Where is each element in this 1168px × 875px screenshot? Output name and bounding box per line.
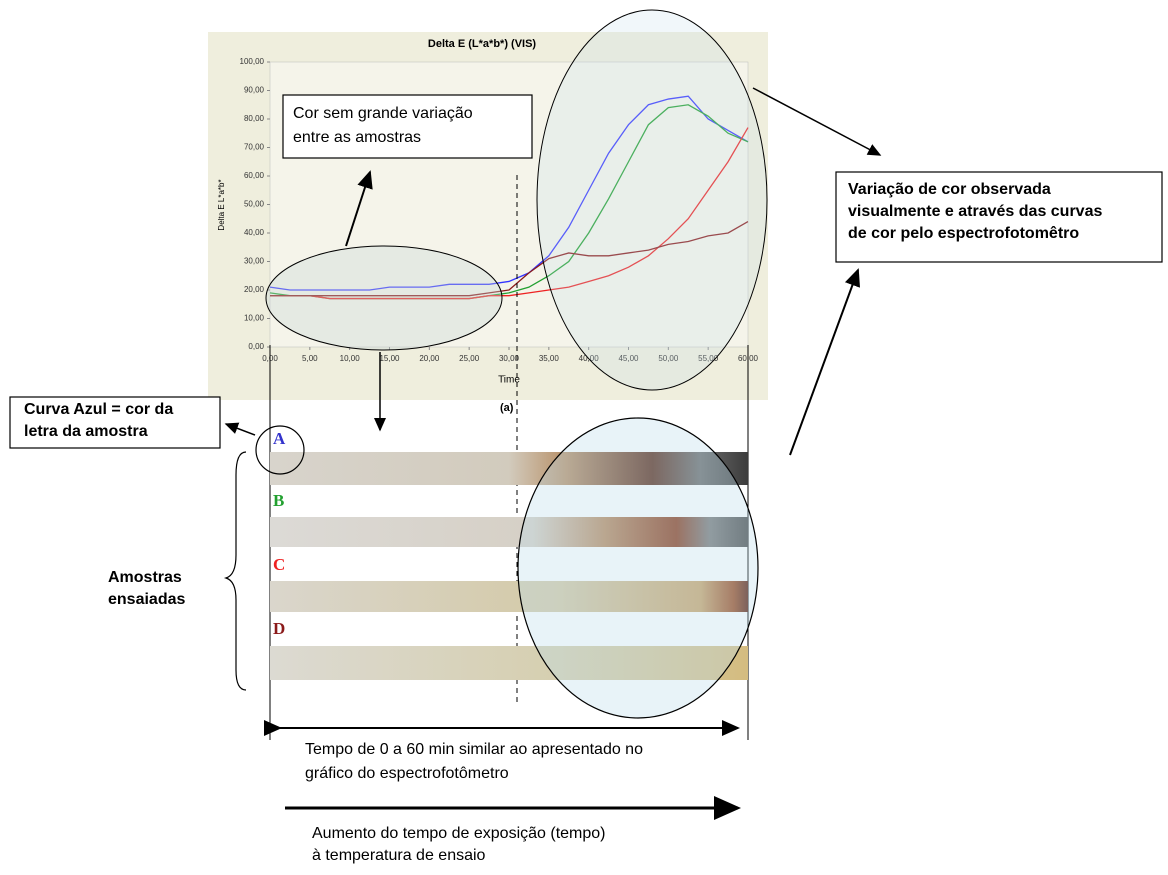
annotation-text: entre as amostras xyxy=(293,129,421,146)
sample-label: B xyxy=(273,491,284,510)
annotation-text: visualmente e através das curvas xyxy=(848,203,1102,220)
annotation-text: de cor pelo espectrofotomêtro xyxy=(848,225,1079,242)
y-tick-label: 100,00 xyxy=(240,57,265,66)
y-tick-label: 80,00 xyxy=(244,114,265,123)
y-tick-label: 30,00 xyxy=(244,257,265,266)
arrow xyxy=(790,270,858,455)
brace xyxy=(226,452,246,690)
x-tick-label: 25,00 xyxy=(459,354,480,363)
sample-label: D xyxy=(273,619,285,638)
highlight-ellipse xyxy=(266,246,502,350)
y-axis-label: Delta E L*a*b* xyxy=(217,179,226,230)
annotation-text: Amostras xyxy=(108,569,182,586)
sample-label: A xyxy=(273,429,286,448)
y-tick-label: 20,00 xyxy=(244,285,265,294)
sample-label: C xyxy=(273,555,285,574)
x-tick-label: 5,00 xyxy=(302,354,318,363)
annotation-text: letra da amostra xyxy=(24,423,148,440)
annotation-text: gráfico do espectrofotômetro xyxy=(305,765,509,782)
y-tick-label: 70,00 xyxy=(244,143,265,152)
x-tick-label: 20,00 xyxy=(419,354,440,363)
arrow xyxy=(226,424,255,435)
y-tick-label: 0,00 xyxy=(248,342,264,351)
chart-title: Delta E (L*a*b*) (VIS) xyxy=(428,38,537,50)
y-tick-label: 50,00 xyxy=(244,200,265,209)
annotation-text: Cor sem grande variação xyxy=(293,105,473,122)
x-tick-label: 10,00 xyxy=(340,354,361,363)
x-tick-label: 15,00 xyxy=(379,354,400,363)
panel-label: (a) xyxy=(500,402,514,414)
y-tick-label: 10,00 xyxy=(244,314,265,323)
highlight-ellipse xyxy=(537,10,767,390)
annotation-text: à temperatura de ensaio xyxy=(312,847,486,864)
annotation-text: ensaiadas xyxy=(108,591,185,608)
arrow xyxy=(753,88,880,155)
x-tick-label: 30,00 xyxy=(499,354,520,363)
figure: 0,00 10,00 20,00 30,00 40,00 50,00 60,00 70,00 8… xyxy=(0,0,1168,870)
y-tick-label: 90,00 xyxy=(244,86,265,95)
annotation-text: Aumento do tempo de exposição (tempo) xyxy=(312,825,606,842)
highlight-ellipse xyxy=(518,418,758,718)
y-tick-label: 40,00 xyxy=(244,228,265,237)
x-tick-label: 35,00 xyxy=(539,354,560,363)
annotation-text: Variação de cor observada xyxy=(848,181,1051,198)
annotation-text: Tempo de 0 a 60 min similar ao apresenta… xyxy=(305,741,643,758)
annotation-text: Curva Azul = cor da xyxy=(24,401,173,418)
y-tick-label: 60,00 xyxy=(244,171,265,180)
